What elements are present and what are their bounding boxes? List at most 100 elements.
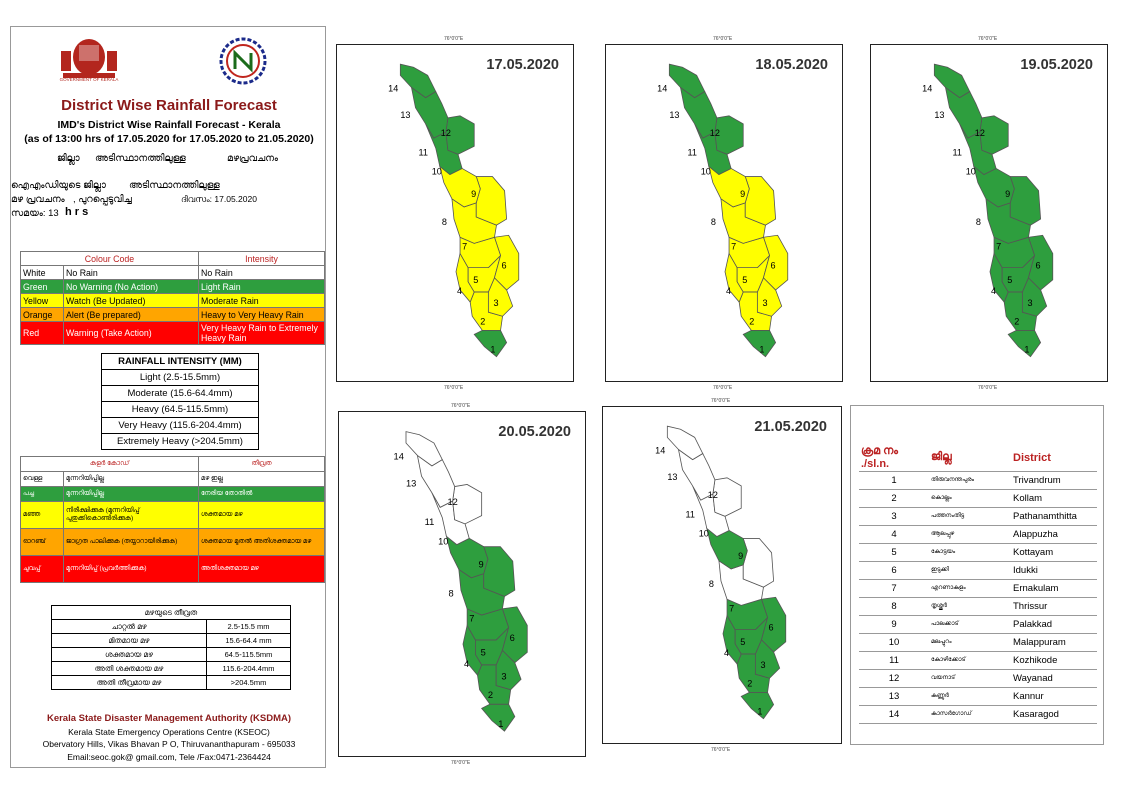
district-ml-name: എറണാകുളം — [929, 579, 1011, 598]
district-label: 9 — [1005, 189, 1010, 199]
ml-intensity-table: മഴയുടെ തീവ്രത ചാറ്റൽ മഴ 2.5-15.5 mm മിതമായ … — [51, 605, 291, 690]
district-label: 6 — [1036, 261, 1041, 271]
gov-logo-caption: GOVERNMENT OF KERALA — [59, 77, 119, 82]
district-row: 2 കൊല്ലം Kollam — [859, 489, 1097, 508]
district-label: 11 — [688, 147, 697, 157]
district-number: 11 — [859, 651, 929, 670]
colour-name: White — [20, 265, 64, 280]
ml-intensity-label: ശക്തമായ മഴ — [51, 647, 207, 662]
district-label: 5 — [473, 275, 478, 285]
rainfall-intensity-item: Extremely Heavy (>204.5mm) — [101, 433, 259, 450]
district-label: 12 — [710, 128, 720, 138]
district-number: 6 — [859, 561, 929, 580]
district-name: Pathanamthitta — [1011, 507, 1097, 526]
colour-intensity: Light Rain — [198, 279, 325, 294]
district-label: 5 — [481, 647, 486, 657]
ml-line4: സമയം: 13 — [11, 208, 59, 219]
district-label: 11 — [953, 147, 962, 157]
district-10 — [708, 165, 750, 208]
footer-org: Kerala State Disaster Management Authori… — [46, 713, 292, 724]
ml-colour-row: പച്ച മുന്നറിയിപ്പില്ല നേരിയ തോതിൽ — [20, 486, 325, 502]
district-number: 7 — [859, 579, 929, 598]
district-label: 12 — [708, 490, 718, 500]
axis-tick-bottom: 76°0'0"E — [711, 747, 731, 753]
district-label: 8 — [976, 217, 981, 227]
ml-intensity-row: ശക്തമായ മഴ 64.5-115.5mm — [51, 647, 291, 662]
footer-line3: Obervatory Hills, Vikas Bhavan P O, Thir… — [42, 739, 296, 749]
district-label: 13 — [667, 472, 677, 482]
ml-colour-intensity: അതിശക്തമായ മഴ — [198, 555, 325, 583]
district-10 — [445, 535, 489, 579]
ml-line2-a: ഐഎംഡിയുടെ ജില്ലാ — [11, 180, 106, 191]
district-table-panel: ക്രമ നം ./sl.n. ജില്ല District 1 തിരുവനന്തപു… — [850, 405, 1104, 745]
axis-tick-top: 76°0'0"E — [713, 36, 733, 42]
ri-title-row: RAINFALL INTENSITY (MM) — [101, 353, 259, 370]
district-14 — [933, 63, 971, 99]
colour-intensity: No Rain — [198, 265, 325, 280]
issue-line: (as of 13:00 hrs of 17.05.2020 for 17.05… — [24, 133, 314, 145]
district-label: 14 — [394, 452, 404, 462]
ml-colour-name: പച്ച — [20, 486, 64, 502]
ml-intensity-row: മിതമായ മഴ 15.6-64.4 mm — [51, 633, 291, 648]
ml-colour-name: ഓറഞ്ച് — [20, 528, 64, 556]
district-number: 10 — [859, 633, 929, 652]
district-label: 1 — [1024, 345, 1029, 355]
district-10 — [706, 527, 748, 570]
district-name: Palakkad — [1011, 615, 1097, 634]
ri-row: Very Heavy (115.6-204.4mm) — [101, 417, 259, 434]
district-label: 5 — [742, 275, 747, 285]
district-ml-name: മലപ്പുറം — [929, 633, 1011, 652]
ml-colour-name: ചുവപ്പ് — [20, 555, 64, 583]
district-label: 10 — [701, 167, 711, 177]
district-label: 6 — [771, 261, 776, 271]
district-label: 14 — [655, 446, 665, 456]
header-intensity: Intensity — [198, 251, 325, 266]
district-ml-name: കാസർഗോഡ് — [929, 705, 1011, 724]
district-name: Alappuzha — [1011, 525, 1097, 544]
colour-meaning: Watch (Be Updated) — [63, 293, 199, 308]
ml-colour-meaning: മുന്നറിയിപ്പ് (പ്രവർത്തിക്കുക) — [63, 555, 199, 583]
colour-meaning: Alert (Be prepared) — [63, 307, 199, 322]
district-label: 9 — [471, 189, 476, 199]
forecast-map-1: 17.05.2020 76°0'0"E 76°0'0"E 1 2 3 4 5 6 7 8 9 10 11 1… — [336, 36, 574, 391]
district-14 — [405, 431, 443, 467]
ri-row: Extremely Heavy (>204.5mm) — [101, 433, 259, 450]
ml-colour-intensity: നേരിയ തോതിൽ — [198, 486, 325, 502]
district-12 — [445, 115, 475, 155]
ml-line3-a: മഴ പ്രവചനം — [11, 194, 65, 205]
colour-name: Green — [20, 279, 64, 294]
forecast-map-5: 21.05.2020 76°0'0"E 76°0'0"E 1 2 3 4 5 6 7 8 9 10 11 1… — [602, 398, 842, 753]
district-name: Kottayam — [1011, 543, 1097, 562]
district-ml-name: കോട്ടയം — [929, 543, 1011, 562]
district-label: 10 — [432, 167, 442, 177]
ri-row: Moderate (15.6-64.4mm) — [101, 385, 259, 402]
colour-name: Yellow — [20, 293, 64, 308]
colour-code-row: Orange Alert (Be prepared) Heavy to Very H… — [20, 307, 325, 322]
district-12 — [979, 115, 1009, 155]
page-title: District Wise Rainfall Forecast — [61, 97, 277, 114]
rainfall-intensity-item: Heavy (64.5-115.5mm) — [101, 401, 259, 418]
district-14 — [666, 425, 704, 461]
map-date: 19.05.2020 — [1020, 57, 1093, 73]
district-label: 11 — [425, 517, 435, 527]
district-ml-name: ആലപ്പുഴ — [929, 525, 1011, 544]
district-label: 10 — [699, 529, 709, 539]
district-label: 8 — [448, 588, 453, 598]
district-10 — [439, 165, 481, 208]
district-number: 1 — [859, 471, 929, 490]
ml-colour-row: ഓറഞ്ച് ജാഗ്രത പാലിക്കുക (തയ്യാറായിരിക്കുക… — [20, 528, 325, 556]
district-name: Kannur — [1011, 687, 1097, 706]
district-9 — [1009, 176, 1042, 226]
district-name: Wayanad — [1011, 669, 1097, 688]
colour-code-row: Green No Warning (No Action) Light Rain — [20, 279, 325, 294]
district-label: 7 — [996, 241, 1001, 251]
district-row: 1 തിരുവനന്തപുരം Trivandrum — [859, 471, 1097, 490]
district-number: 13 — [859, 687, 929, 706]
ml-colour-row: മഞ്ഞ നിരീക്ഷിക്കുക (മുന്നറിയിപ്പ് പുതുക്ക… — [20, 501, 325, 529]
colour-code-row: Red Warning (Take Action) Very Heavy Rain … — [20, 321, 325, 345]
district-label: 6 — [502, 261, 507, 271]
district-ml-name: തിരുവനന്തപുരം — [929, 471, 1011, 490]
district-label: 10 — [966, 167, 976, 177]
legend-panel: GOVERNMENT OF KERALA District Wise Rainf… — [10, 26, 326, 768]
